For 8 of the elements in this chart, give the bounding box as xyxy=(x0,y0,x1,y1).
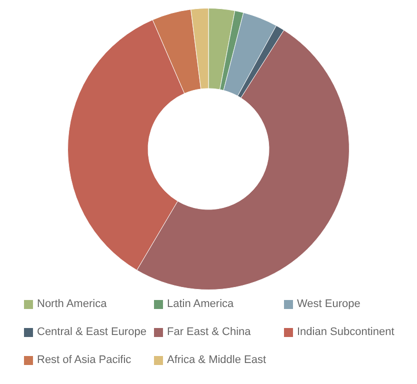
legend-label: Latin America xyxy=(166,298,235,311)
legend-label: Far East & China xyxy=(166,326,252,339)
legend-label: North America xyxy=(36,298,108,311)
legend-label: Central & East Europe xyxy=(36,326,148,339)
legend-label: West Europe xyxy=(296,298,362,311)
legend-label: Indian Subcontinent xyxy=(296,326,396,339)
legend-label: Rest of Asia Pacific xyxy=(36,354,132,367)
legend-label: Africa & Middle East xyxy=(166,354,268,367)
